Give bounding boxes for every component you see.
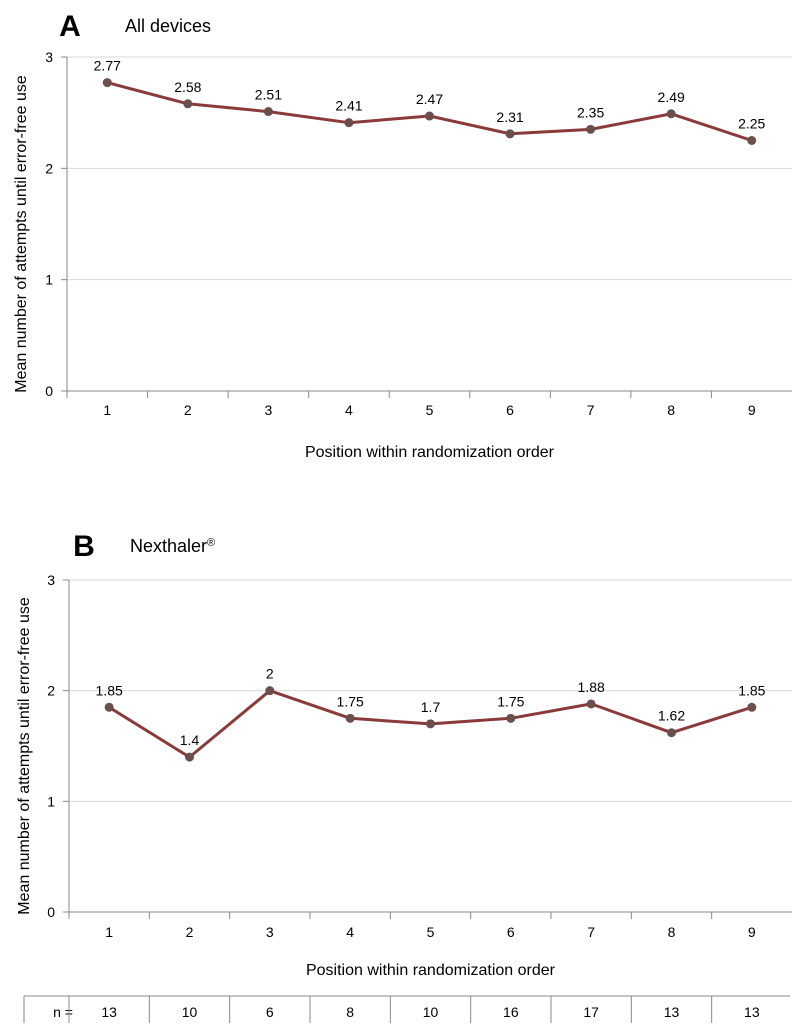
data-label: 1.62	[658, 708, 685, 724]
data-label: 1.88	[578, 679, 605, 695]
n-row-value: 17	[583, 1004, 599, 1020]
data-point	[426, 719, 435, 728]
data-point	[264, 107, 273, 116]
x-axis-title: Position within randomization order	[306, 962, 556, 979]
panel-letter: A	[59, 10, 81, 43]
x-tick-label: 3	[264, 402, 272, 418]
y-axis-title: Mean number of attempts until error-free…	[13, 75, 30, 393]
data-point	[265, 686, 274, 695]
n-row: n = 13 10 6 8 10 16 17 13 13	[24, 996, 790, 1023]
y-tick-label: 3	[45, 49, 53, 65]
y-tick-label: 1	[45, 272, 53, 288]
data-point	[346, 714, 355, 723]
chart-title: Nexthaler®	[130, 536, 215, 556]
chart-title-text: All devices	[125, 16, 211, 36]
n-row-value: 13	[744, 1004, 760, 1020]
chart-title-text: Nexthaler	[130, 536, 207, 556]
data-label: 2.47	[416, 91, 443, 107]
panel-b: B Nexthaler® 0 1 2 3 1 2 3 4 5 6 7 8 9 Position within …	[16, 530, 792, 979]
n-row-value: 13	[101, 1004, 117, 1020]
y-tick-label: 3	[47, 572, 55, 588]
x-tick-label: 2	[186, 924, 194, 940]
n-row-value: 13	[664, 1004, 680, 1020]
x-tick-label: 5	[426, 402, 434, 418]
x-tick-label: 8	[667, 402, 675, 418]
data-label: 2.51	[255, 87, 282, 103]
data-point	[506, 129, 515, 138]
chart-title-superscript: ®	[207, 537, 215, 549]
data-label: 2.31	[496, 109, 523, 125]
y-tick-label: 2	[47, 683, 55, 699]
data-label: 2.35	[577, 104, 604, 120]
chart-title: All devices	[125, 16, 211, 36]
x-tick-label: 5	[427, 924, 435, 940]
data-point	[587, 699, 596, 708]
data-point	[105, 703, 114, 712]
data-label: 1.75	[497, 693, 524, 709]
data-point	[183, 99, 192, 108]
data-label: 1.7	[421, 699, 441, 715]
data-point	[344, 118, 353, 127]
y-tick-label: 1	[47, 793, 55, 809]
x-tick-label: 1	[105, 924, 113, 940]
panel-a: A All devices 0 1 2 3 1 2 3 4 5 6 7 8 9 Position within…	[13, 10, 792, 461]
data-point	[747, 136, 756, 145]
x-tick-label: 9	[748, 924, 756, 940]
data-point	[586, 125, 595, 134]
n-row-value: 10	[423, 1004, 439, 1020]
n-row-label: n =	[53, 1004, 73, 1020]
data-point	[425, 112, 434, 121]
data-label: 2.58	[174, 79, 201, 95]
panel-letter: B	[73, 530, 95, 563]
n-row-value: 8	[346, 1004, 354, 1020]
data-point	[667, 109, 676, 118]
x-tick-label: 6	[507, 924, 515, 940]
x-tick-label: 4	[345, 402, 353, 418]
data-label: 1.85	[738, 682, 765, 698]
n-row-value: 6	[266, 1004, 274, 1020]
y-tick-label: 0	[45, 383, 53, 399]
x-tick-label: 9	[748, 402, 756, 418]
data-label: 1.4	[180, 732, 200, 748]
data-label: 2.25	[738, 116, 765, 132]
data-point	[506, 714, 515, 723]
n-row-value: 16	[503, 1004, 519, 1020]
data-label: 2.49	[658, 89, 685, 105]
data-label: 1.75	[337, 693, 364, 709]
y-axis-title: Mean number of attempts until error-free…	[16, 597, 33, 915]
y-tick-label: 2	[45, 160, 53, 176]
data-label: 2.41	[335, 98, 362, 114]
x-tick-label: 8	[668, 924, 676, 940]
n-row-value: 10	[182, 1004, 198, 1020]
x-tick-label: 6	[506, 402, 514, 418]
data-point	[185, 753, 194, 762]
x-tick-label: 4	[346, 924, 354, 940]
x-tick-label: 1	[103, 402, 111, 418]
y-tick-label: 0	[47, 904, 55, 920]
data-point	[747, 703, 756, 712]
data-point	[103, 78, 112, 87]
data-point	[667, 728, 676, 737]
x-axis-title: Position within randomization order	[305, 444, 555, 461]
x-tick-label: 7	[587, 402, 595, 418]
x-tick-label: 2	[184, 402, 192, 418]
x-tick-label: 3	[266, 924, 274, 940]
x-tick-label: 7	[587, 924, 595, 940]
data-label: 2	[266, 666, 274, 682]
data-label: 2.77	[94, 58, 121, 74]
data-label: 1.85	[96, 682, 123, 698]
